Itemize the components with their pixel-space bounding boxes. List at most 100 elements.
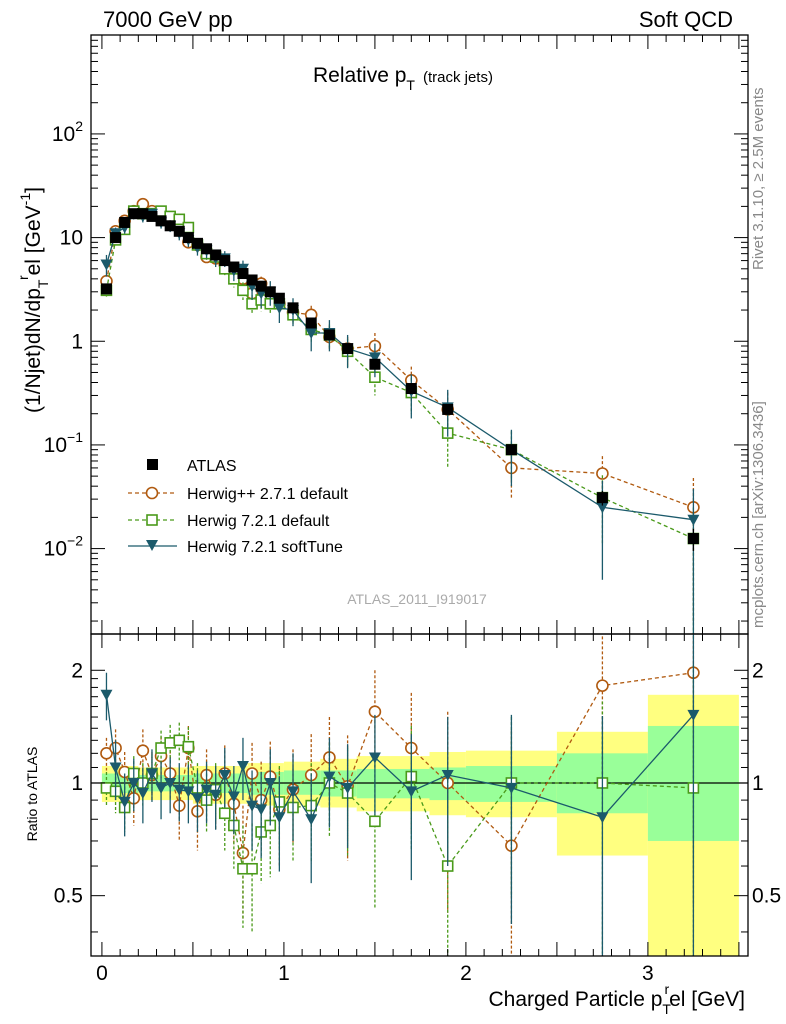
point-atlas (369, 358, 381, 370)
series-herwig_default (100, 205, 700, 634)
ratio-point-herwig_soft (118, 796, 131, 808)
ratio-series-herwig_soft (100, 634, 700, 956)
main-plot-area (100, 197, 700, 634)
ratio-point-herwig_soft (287, 786, 300, 798)
point-atlas (100, 283, 112, 295)
x-tick-label: 3 (642, 962, 654, 985)
ratio-y-tick-label: 1 (71, 772, 83, 795)
ratio-point-herwig_soft (209, 789, 222, 801)
legend-label-herwig-default: Herwig 7.2.1 default (187, 513, 330, 530)
point-atlas (264, 286, 276, 298)
y-tick-label: 10−1 (44, 429, 84, 457)
ratio-frame (90, 633, 749, 957)
legend-entry-herwig-default: Herwig 7.2.1 default (128, 513, 330, 530)
ratio-point-herwigpp (100, 747, 113, 760)
band-green (356, 768, 430, 799)
point-herwig_soft (273, 302, 286, 314)
ratio-point-herwig_soft (191, 793, 204, 805)
point-herwig_soft (596, 502, 609, 514)
point-atlas (687, 533, 699, 545)
point-atlas (219, 255, 231, 267)
ratio-point-herwig_default (218, 807, 231, 820)
ratio-plot-area (91, 634, 748, 956)
series-herwig_soft (100, 208, 700, 634)
legend-entry-herwig-soft: Herwig 7.2.1 softTune (128, 539, 343, 556)
series-atlas (100, 208, 699, 551)
point-atlas (342, 343, 354, 355)
ratio-point-herwig_soft (173, 784, 186, 796)
legend-entry-atlas: ATLAS (147, 458, 237, 475)
ratio-point-herwig_soft (218, 770, 231, 782)
x-tick-label: 2 (460, 962, 472, 985)
ratio-point-herwigpp (596, 679, 609, 692)
point-atlas (305, 317, 317, 329)
ratio-point-herwig_soft (596, 812, 609, 824)
ratio-point-herwig_default (369, 815, 381, 828)
ratio-y-tick-label-right: 0.5 (752, 885, 781, 908)
point-herwig_default (237, 284, 249, 297)
ratio-y-axis-label: Ratio to ATLAS (24, 747, 40, 842)
ratio-point-herwig_soft (109, 762, 122, 774)
ratio-point-herwig_soft (687, 709, 700, 721)
legend-marker-herwigpp (145, 486, 159, 500)
ratio-point-herwig_soft (405, 786, 418, 798)
point-atlas (146, 210, 158, 222)
ratio-point-herwig_soft (264, 777, 277, 789)
point-atlas (228, 261, 240, 273)
ratio-point-herwig_soft (200, 784, 213, 796)
ratio-point-herwig_soft (127, 777, 140, 789)
point-atlas (137, 208, 149, 220)
ratio-point-herwig_default (246, 862, 258, 875)
ratio-y-tick-label: 0.5 (54, 885, 83, 908)
point-atlas (182, 232, 194, 244)
point-atlas (246, 274, 258, 286)
ratio-point-herwig_default (173, 734, 186, 747)
ratio-point-herwig_soft (341, 782, 354, 794)
ratio-point-herwig_soft (441, 770, 454, 782)
legend-label-atlas: ATLAS (187, 458, 237, 475)
ratio-point-herwig_soft (155, 782, 168, 794)
point-atlas (596, 492, 608, 504)
y-tick-label: 10 (60, 227, 83, 250)
main-panel-axes: 10−2 10−1 1 10 102 (44, 34, 749, 635)
point-atlas (201, 243, 213, 255)
point-atlas (164, 220, 176, 232)
ratio-point-herwig_soft (246, 800, 259, 812)
point-atlas (191, 237, 203, 249)
y-tick-label: 10−2 (44, 533, 84, 561)
y-tick-label: 1 (71, 330, 83, 353)
ratio-y-tick-label-right: 1 (752, 772, 764, 795)
legend-marker-atlas (147, 459, 158, 470)
legend: ATLAS Herwig++ 2.7.1 default Herwig 7.2.… (128, 458, 349, 556)
ratio-y-tick-label-right: 2 (752, 659, 764, 682)
legend-label-herwig-soft: Herwig 7.2.1 softTune (187, 539, 343, 556)
point-atlas (128, 208, 140, 220)
main-chart-title: Relative pT (track jets) (313, 64, 493, 93)
point-herwig_soft (100, 259, 113, 271)
point-atlas (442, 403, 454, 415)
point-herwig_soft (687, 514, 700, 526)
point-atlas (255, 280, 267, 292)
ratio-point-herwig_soft (227, 791, 240, 803)
main-y-axis-label: (1/Njet)dN/dpTrel [GeV-1] (15, 187, 51, 413)
legend-marker-herwig-default (146, 514, 158, 526)
legend-label-herwigpp: Herwig++ 2.7.1 default (187, 486, 349, 503)
ratio-point-herwig_soft (368, 752, 381, 764)
ratio-point-herwig_soft (100, 689, 113, 701)
mcplots-label: mcplots.cern.ch [arXiv:1306.3436] (750, 401, 767, 628)
legend-entry-herwigpp: Herwig++ 2.7.1 default (128, 486, 349, 503)
x-tick-label: 1 (278, 962, 290, 985)
ratio-point-herwig_soft (505, 782, 518, 794)
ratio-y-tick-label: 2 (71, 659, 83, 682)
ratio-point-herwig_soft (136, 788, 149, 800)
point-atlas (119, 216, 131, 228)
x-tick-label: 0 (96, 962, 108, 985)
point-atlas (405, 383, 417, 395)
y-tick-label: 102 (52, 118, 83, 146)
header-left: 7000 GeV pp (103, 7, 233, 32)
point-atlas (155, 215, 167, 227)
point-herwig_soft (305, 328, 318, 340)
legend-marker-herwig-soft (146, 540, 158, 551)
ratio-point-herwig_soft (164, 777, 177, 789)
